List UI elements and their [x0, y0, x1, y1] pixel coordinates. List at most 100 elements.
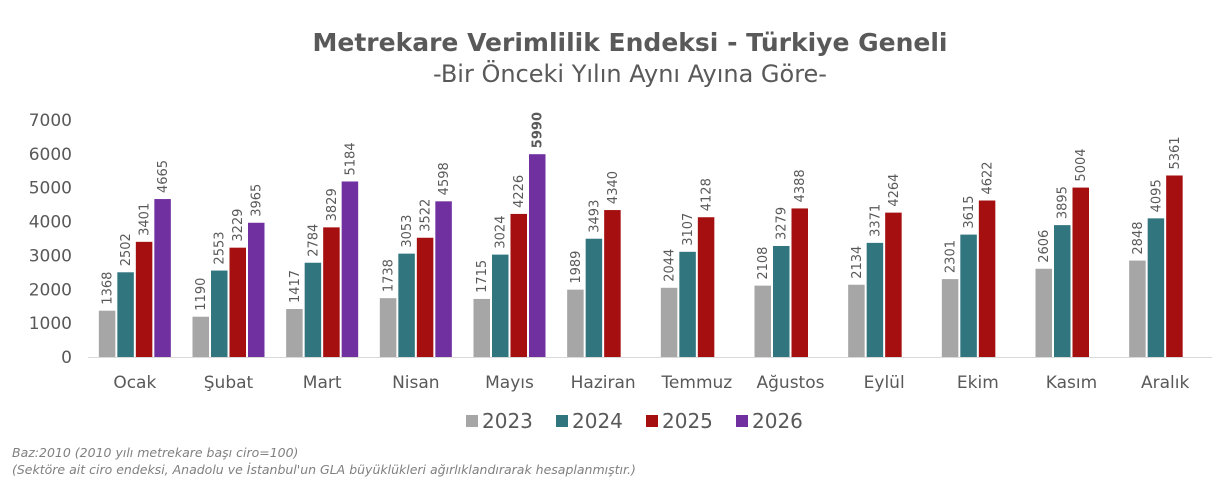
bar-2025-Ağustos — [791, 208, 808, 357]
bar-2025-Ocak — [135, 241, 153, 357]
x-tick-label: Eylül — [864, 373, 905, 393]
legend-swatch-2023 — [466, 415, 478, 427]
footnote-base: Baz:2010 (2010 yılı metrekare başı ciro=… — [12, 445, 299, 460]
bar-2023-Haziran — [567, 289, 584, 357]
data-label: 3024 — [494, 216, 509, 249]
bar-2024-Temmuz — [679, 251, 696, 357]
footnote-method: (Sektöre ait ciro endeksi, Anadolu ve İs… — [12, 462, 636, 477]
y-tick-label: 5000 — [29, 179, 72, 199]
bar-2023-Nisan — [379, 298, 397, 357]
bar-2025-Eylül — [885, 212, 902, 357]
data-label: 5990 — [531, 112, 546, 148]
data-label: 4665 — [156, 160, 171, 193]
legend-label-2026: 2026 — [752, 409, 803, 433]
legend-swatch-2026 — [736, 415, 748, 427]
data-label: 2784 — [306, 224, 321, 257]
data-label: 3615 — [962, 196, 977, 229]
x-tick-label: Ağustos — [757, 373, 825, 393]
bar-2023-Ocak — [98, 310, 116, 357]
data-label: 4264 — [887, 174, 902, 207]
x-tick-label: Ekim — [957, 373, 999, 393]
y-axis: 0 1000 2000 3000 4000 5000 6000 7000 — [29, 111, 72, 368]
legend: 2023 2024 2025 2026 — [466, 409, 803, 433]
chart-title: Metrekare Verimlilik Endeksi - Türkiye G… — [313, 28, 948, 57]
data-label: 3493 — [587, 200, 602, 233]
data-label: 4340 — [606, 171, 621, 204]
bar-2023-Temmuz — [660, 287, 678, 357]
x-tick-label: Mart — [303, 373, 342, 393]
data-label: 4095 — [1149, 179, 1164, 212]
data-label: 4128 — [700, 178, 715, 211]
x-tick-label: Kasım — [1046, 373, 1097, 393]
x-tick-label: Şubat — [204, 373, 254, 393]
bar-2023-Kasım — [1035, 268, 1052, 357]
bars — [98, 154, 1183, 357]
data-label: 1989 — [569, 251, 584, 284]
bar-2023-Ekim — [941, 279, 959, 357]
data-label: 2606 — [1037, 230, 1052, 263]
bar-2024-Eylül — [866, 242, 884, 357]
bar-2024-Kasım — [1054, 225, 1071, 357]
y-tick-label: 1000 — [29, 314, 72, 334]
data-label: 1368 — [101, 272, 116, 305]
y-tick-label: 4000 — [29, 213, 72, 233]
bar-2023-Mayıs — [473, 298, 490, 357]
bar-2023-Mart — [286, 309, 303, 357]
legend-swatch-2024 — [556, 415, 568, 427]
bar-2025-Kasım — [1072, 187, 1089, 357]
chart: Metrekare Verimlilik Endeksi - Türkiye G… — [29, 28, 1212, 433]
y-tick-label: 3000 — [29, 246, 72, 266]
data-label: 4622 — [981, 161, 996, 194]
data-label: 2301 — [944, 240, 959, 273]
data-label: 2502 — [119, 233, 134, 266]
data-label: 3107 — [681, 213, 696, 246]
bar-2025-Aralık — [1166, 175, 1183, 357]
bar-2024-Aralık — [1147, 218, 1165, 357]
x-tick-label: Ocak — [113, 373, 156, 393]
data-label: 1715 — [475, 260, 490, 293]
bar-2024-Mayıs — [492, 254, 509, 357]
x-tick-label: Temmuz — [660, 373, 732, 393]
bar-2024-Haziran — [585, 238, 603, 357]
bar-2024-Ağustos — [773, 245, 790, 357]
bar-2024-Mart — [304, 262, 322, 357]
legend-label-2024: 2024 — [572, 409, 623, 433]
legend-swatch-2025 — [646, 415, 658, 427]
bar-2025-Nisan — [416, 237, 434, 357]
bar-2026-Şubat — [248, 222, 265, 357]
data-label: 3371 — [868, 204, 883, 237]
bar-2025-Ekim — [978, 200, 996, 357]
data-label: 5361 — [1168, 136, 1183, 169]
legend-label-2025: 2025 — [662, 409, 713, 433]
x-tick-label: Nisan — [392, 373, 440, 393]
bar-2026-Mart — [341, 181, 359, 357]
y-tick-label: 2000 — [29, 280, 72, 300]
data-label: 4598 — [437, 162, 452, 195]
bar-2024-Nisan — [398, 253, 415, 357]
data-label: 3401 — [138, 203, 153, 236]
bar-2026-Ocak — [154, 199, 171, 357]
data-label: 5004 — [1074, 148, 1089, 181]
bar-2025-Haziran — [604, 210, 621, 357]
data-label: 4226 — [512, 175, 527, 208]
bar-2023-Aralık — [1129, 260, 1146, 357]
data-label: 3522 — [419, 199, 434, 232]
bar-2026-Nisan — [435, 201, 452, 357]
bar-2025-Mayıs — [510, 213, 527, 357]
data-label: 3829 — [325, 188, 340, 221]
bar-2025-Temmuz — [697, 217, 715, 357]
data-label: 3895 — [1056, 186, 1071, 219]
x-tick-label: Haziran — [571, 373, 636, 393]
data-label: 2553 — [213, 231, 228, 264]
data-label: 1417 — [288, 270, 303, 303]
y-tick-label: 0 — [61, 348, 72, 368]
bar-2024-Şubat — [211, 270, 228, 357]
y-tick-label: 6000 — [29, 145, 72, 165]
chart-subtitle: -Bir Önceki Yılın Aynı Ayına Göre- — [433, 59, 827, 88]
data-label: 5184 — [343, 142, 358, 175]
bar-2025-Şubat — [229, 247, 246, 357]
legend-label-2023: 2023 — [482, 409, 533, 433]
x-tick-label: Mayıs — [485, 373, 534, 393]
data-label: 3229 — [231, 209, 246, 242]
